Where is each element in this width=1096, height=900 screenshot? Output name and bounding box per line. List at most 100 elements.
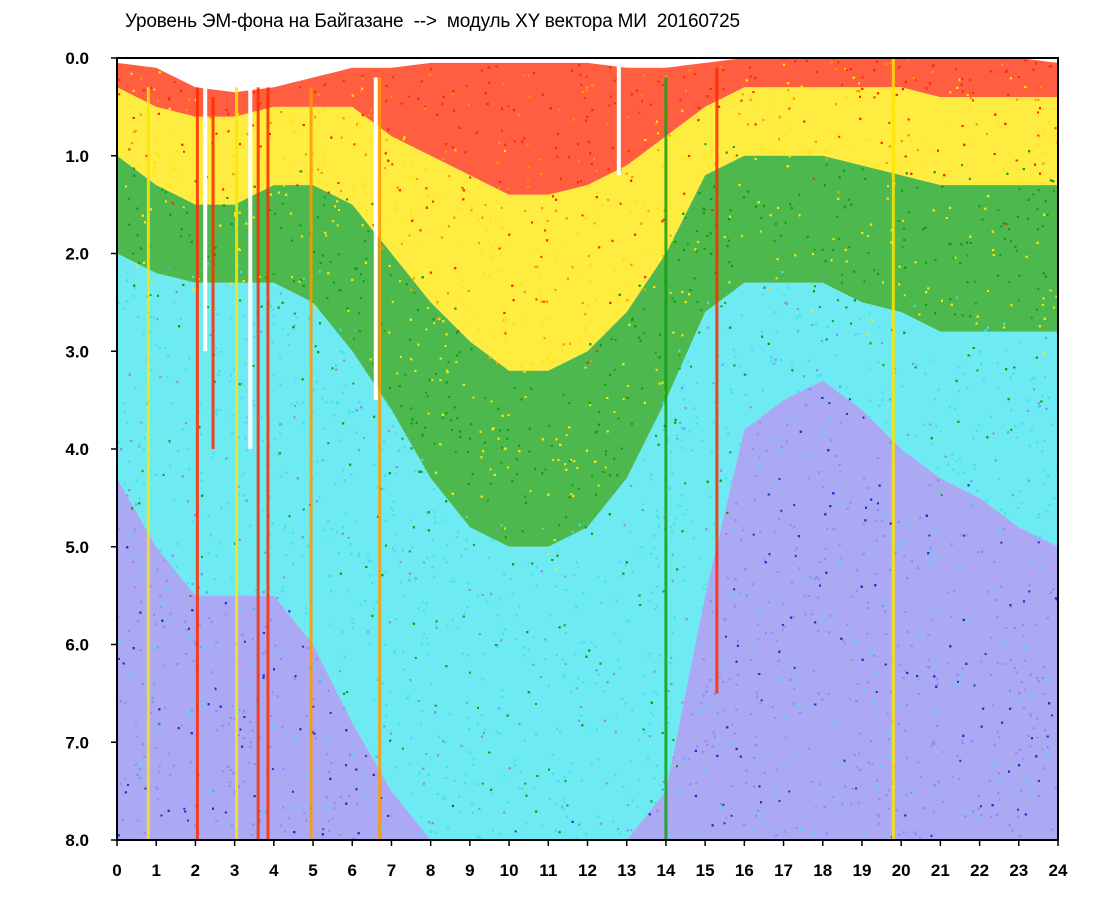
scatter-point [586,86,589,88]
scatter-point [703,248,706,250]
scatter-point [990,637,993,639]
scatter-point [495,199,498,202]
scatter-point [875,691,878,693]
scatter-point [413,292,416,294]
scatter-point [600,246,603,249]
scatter-point [695,696,698,699]
scatter-point [247,155,250,158]
scatter-point [897,702,900,705]
scatter-point [156,568,159,571]
scatter-point [607,290,610,293]
scatter-point [838,543,841,546]
scatter-point [1050,714,1053,717]
scatter-point [794,554,797,557]
scatter-point [1051,828,1054,831]
scatter-point [741,93,744,96]
band-violet [117,380,1058,840]
scatter-point [164,619,167,622]
scatter-point [1022,634,1025,637]
scatter-point [1021,757,1024,760]
scatter-point [141,470,144,473]
scatter-point [540,255,543,258]
scatter-point [732,528,735,531]
scatter-point [335,530,338,533]
scatter-point [358,552,361,555]
scatter-point [312,698,315,701]
scatter-point [695,781,698,784]
scatter-point [1036,736,1039,739]
scatter-point [622,398,625,401]
scatter-point [392,76,395,78]
scatter-point [820,339,823,342]
band-cyan [117,253,1058,840]
scatter-point [153,683,155,686]
scatter-point [383,644,386,646]
scatter-point [976,369,979,372]
scatter-point [298,131,301,134]
scatter-point [242,315,245,318]
scatter-point [591,763,593,766]
scatter-point [241,608,244,611]
scatter-point [682,760,685,763]
scatter-point [614,368,616,371]
scatter-point [329,260,332,263]
scatter-point [323,204,326,207]
scatter-point [783,294,786,297]
scatter-point [661,83,664,86]
scatter-point [588,727,591,729]
scatter-point [366,754,369,757]
scatter-point [150,280,153,283]
scatter-point [590,360,593,363]
scatter-point [722,709,725,712]
scatter-point [288,344,291,346]
scatter-point [653,546,656,549]
scatter-point [859,317,861,320]
scatter-point [575,837,578,840]
scatter-point [446,766,449,769]
scatter-point [507,187,510,190]
scatter-point [526,143,529,146]
scatter-point [527,179,530,182]
scatter-point [888,121,891,124]
scatter-point [968,177,971,180]
scatter-point [932,359,934,362]
scatter-point [134,721,137,724]
scatter-point [643,308,646,311]
scatter-point [339,670,342,673]
scatter-point [848,398,851,401]
scatter-point [672,756,675,759]
scatter-point [775,600,778,603]
scatter-point [346,590,349,593]
scatter-point [840,281,843,284]
scatter-point [792,664,795,667]
scatter-point [955,566,957,569]
scatter-point [957,390,960,393]
scatter-point [150,369,153,372]
scatter-point [889,566,892,569]
scatter-point [127,534,129,537]
scatter-point [500,524,503,527]
scatter-point [682,513,685,516]
scatter-point [759,702,762,705]
scatter-point [1028,590,1031,593]
scatter-point [564,780,567,782]
scatter-point [855,787,858,790]
scatter-point [978,424,981,427]
scatter-point [740,235,743,238]
scatter-point [642,331,645,334]
scatter-point [779,114,782,117]
scatter-point [797,330,800,333]
scatter-point [1050,65,1053,68]
scatter-point [313,669,316,672]
scatter-point [395,211,398,213]
scatter-point [302,645,305,648]
scatter-point [201,480,204,482]
scatter-point [1024,688,1027,691]
scatter-point [762,820,765,822]
scatter-point [365,257,368,260]
scatter-point [127,197,130,200]
scatter-point [1036,441,1039,444]
scatter-point [589,404,592,406]
scatter-point [385,99,387,102]
scatter-point [321,459,324,462]
